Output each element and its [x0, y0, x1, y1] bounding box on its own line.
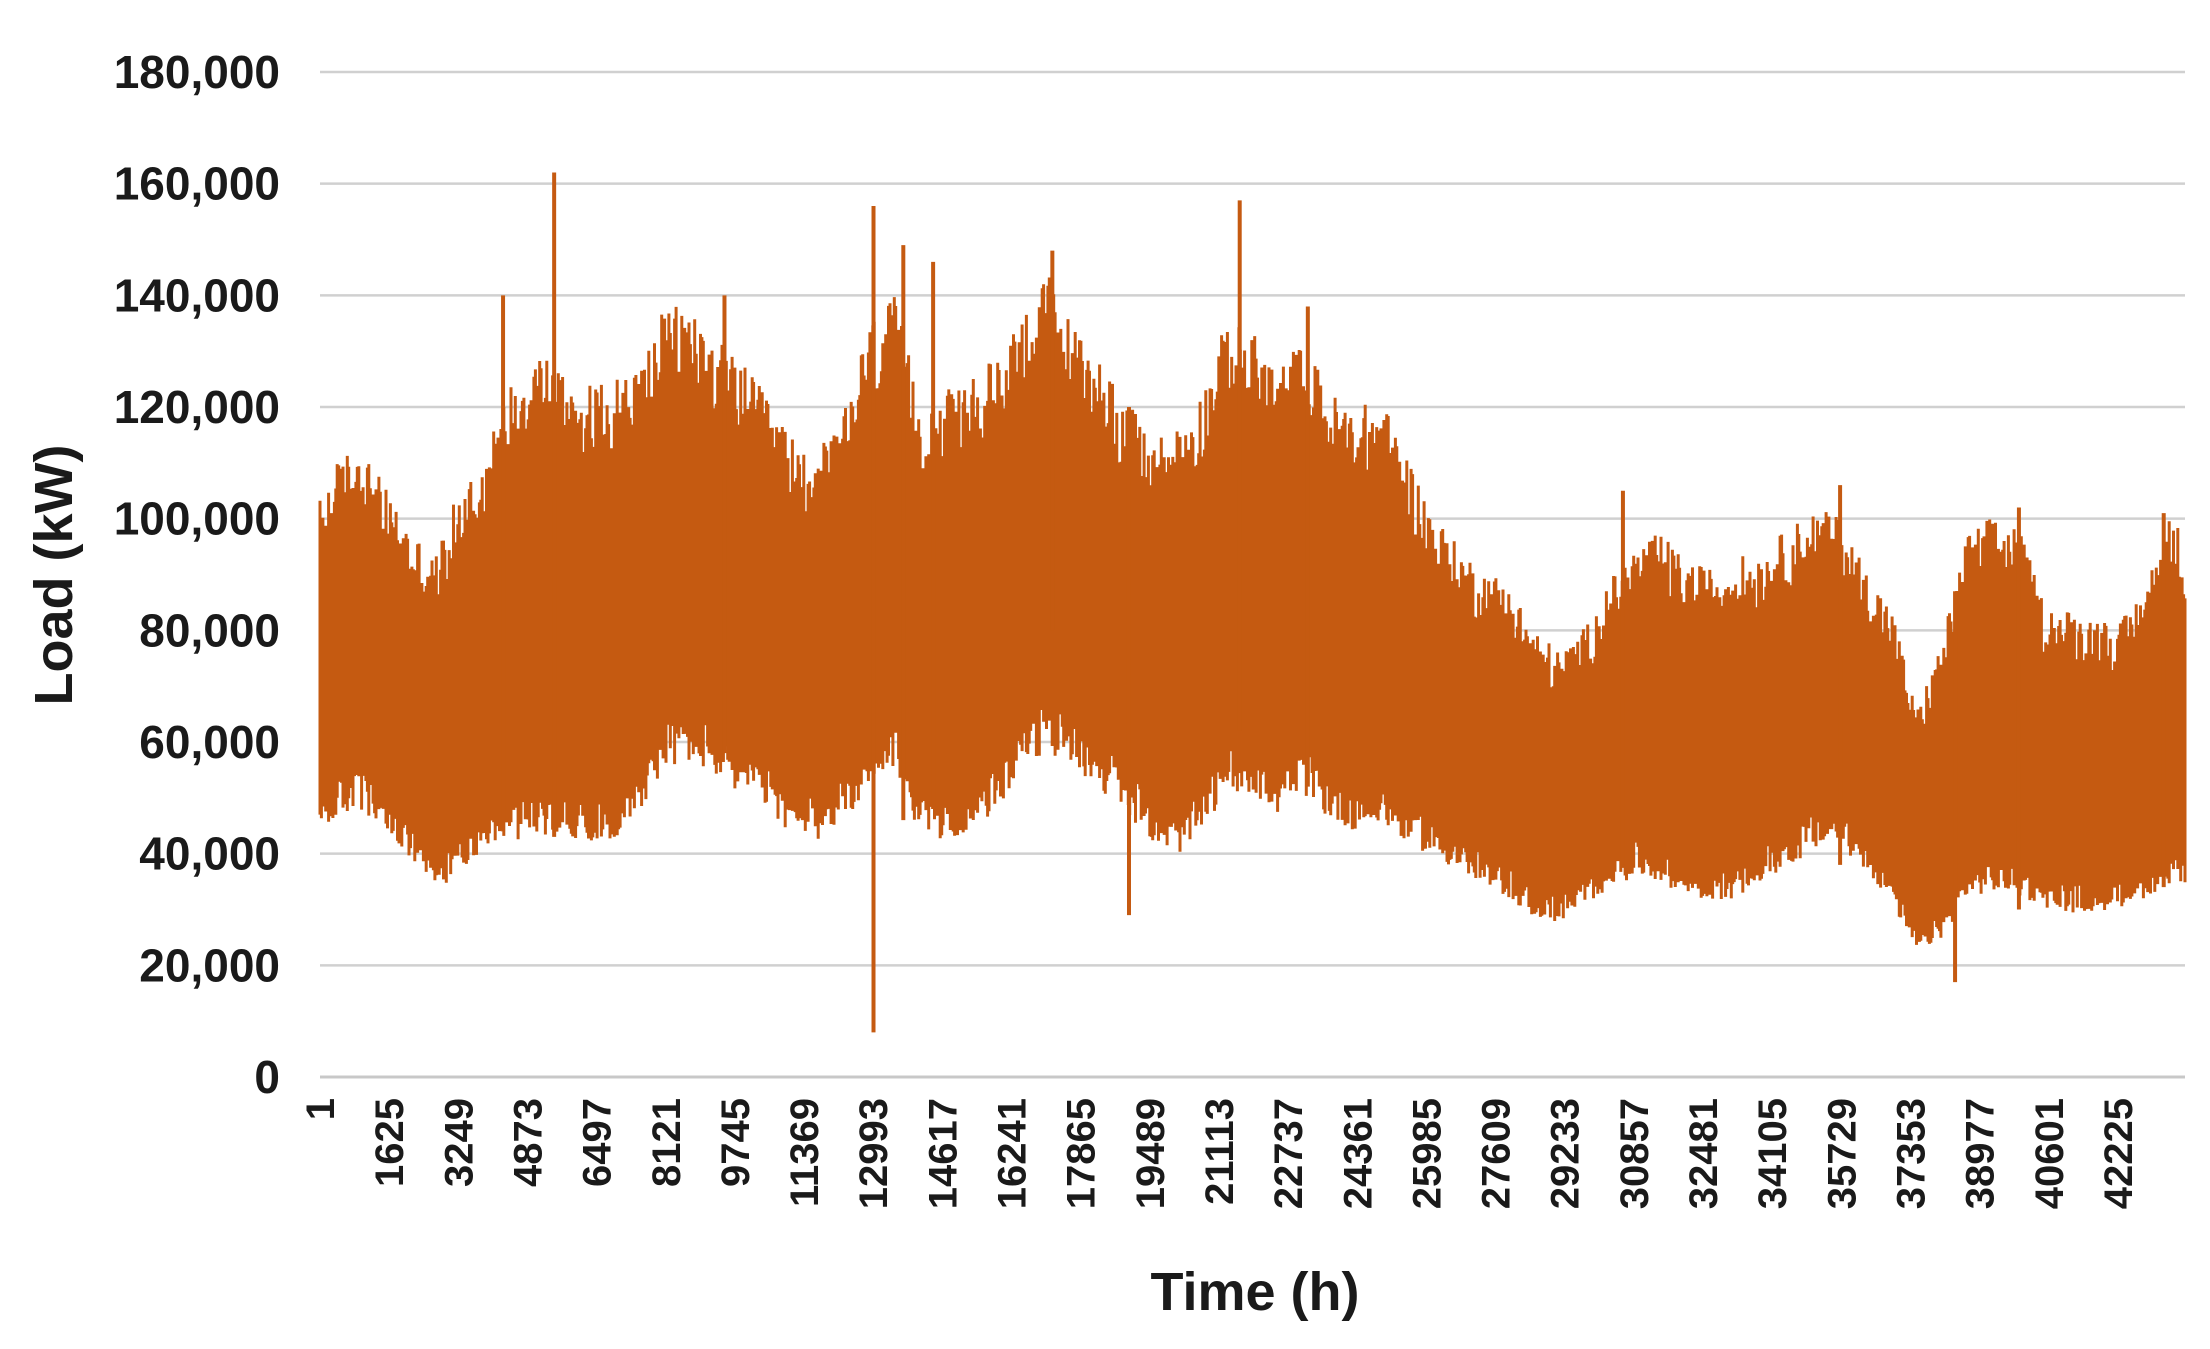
x-tick-label: 21113 [1198, 1098, 1242, 1205]
x-tick-label: 27609 [1475, 1098, 1519, 1209]
x-tick-label: 34105 [1751, 1098, 1795, 1209]
x-tick-label: 14617 [921, 1098, 965, 1209]
x-tick-label: 29233 [1544, 1098, 1588, 1209]
y-tick-label: 40,000 [139, 828, 280, 880]
y-tick-labels: 0 20,000 40,000 60,000 80,000 100,000 120,000 1… [114, 46, 280, 1103]
y-tick-label: 20,000 [139, 939, 280, 991]
y-tick-label: 140,000 [114, 269, 280, 321]
x-tick-label: 8121 [645, 1098, 689, 1187]
y-tick-label: 100,000 [114, 493, 280, 545]
x-tick-label: 9745 [714, 1098, 758, 1187]
y-tick-label: 0 [254, 1051, 280, 1103]
x-tick-label: 19489 [1129, 1098, 1173, 1209]
y-tick-label: 60,000 [139, 716, 280, 768]
x-tick-labels: 1 1625 3249 4873 6497 8121 9745 11369 12993 14617… [299, 1098, 2141, 1209]
y-tick-label: 180,000 [114, 46, 280, 98]
x-tick-label: 37353 [1890, 1098, 1934, 1209]
x-tick-label: 40601 [2028, 1098, 2072, 1209]
x-tick-label: 25985 [1405, 1098, 1449, 1209]
y-tick-label: 120,000 [114, 381, 280, 433]
x-tick-label: 35729 [1820, 1098, 1864, 1209]
x-tick-label: 30857 [1613, 1098, 1657, 1209]
load-series-band [318, 277, 2187, 945]
x-tick-label: 32481 [1682, 1098, 1726, 1209]
x-tick-label: 17865 [1060, 1098, 1104, 1209]
x-tick-label: 3249 [437, 1098, 481, 1187]
x-tick-label: 24361 [1336, 1098, 1380, 1209]
x-axis-title: Time (h) [1150, 1262, 1359, 1322]
x-tick-label: 1 [299, 1098, 343, 1120]
x-tick-label: 38977 [1959, 1098, 2003, 1209]
x-tick-label: 42225 [2097, 1098, 2141, 1209]
x-tick-label: 6497 [576, 1098, 620, 1187]
x-tick-label: 1625 [368, 1098, 412, 1187]
y-tick-label: 160,000 [114, 158, 280, 210]
series-layer [318, 172, 2187, 1033]
x-tick-label: 12993 [852, 1098, 896, 1209]
y-tick-label: 80,000 [139, 604, 280, 656]
x-tick-label: 22737 [1267, 1098, 1311, 1209]
x-tick-label: 4873 [507, 1098, 551, 1187]
x-tick-label: 16241 [991, 1098, 1035, 1209]
x-tick-label: 11369 [783, 1098, 827, 1207]
y-axis-title: Load (kW) [24, 445, 84, 706]
